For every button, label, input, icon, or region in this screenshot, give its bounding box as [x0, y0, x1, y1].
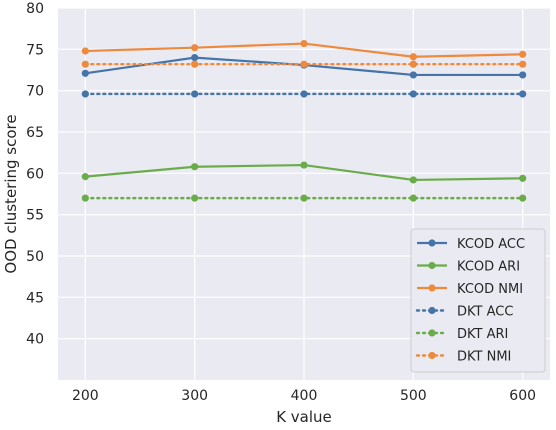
- legend: KCOD ACC KCOD ARI KCOD NMI DKT ACC DKT ARI DK…: [410, 228, 546, 373]
- x-tick-label: 500: [400, 388, 427, 404]
- data-point: [300, 39, 308, 48]
- legend-label: KCOD NMI: [457, 282, 523, 297]
- grid-lines: [58, 7, 550, 380]
- data-point: [81, 194, 89, 202]
- data-point: [300, 161, 308, 169]
- legend-item-dkt-acc: DKT ACC: [415, 305, 513, 320]
- data-point: [519, 174, 527, 182]
- legend-item-dkt-ari: DKT ARI: [415, 327, 508, 342]
- series-kcod-ari: [81, 161, 527, 184]
- legend-item-kcod-nmi: KCOD NMI: [417, 282, 523, 297]
- series-dkt-ari: [81, 194, 527, 202]
- y-tick-label: 50: [26, 249, 44, 265]
- legend-label: DKT ACC: [457, 305, 513, 320]
- data-point: [519, 71, 527, 79]
- data-point: [300, 60, 308, 68]
- x-tick-label: 600: [509, 388, 536, 404]
- data-point: [81, 90, 89, 98]
- legend-item-kcod-ari: KCOD ARI: [417, 260, 520, 275]
- data-point: [300, 90, 308, 98]
- data-point: [191, 54, 199, 62]
- legend-item-dkt-nmi: DKT NMI: [415, 350, 511, 365]
- legend-swatch-marker: [428, 306, 436, 315]
- series-lines: [81, 39, 527, 202]
- data-point: [191, 44, 199, 52]
- legend-label: DKT NMI: [457, 350, 511, 365]
- data-point: [81, 173, 89, 181]
- data-point: [409, 71, 417, 79]
- data-point: [191, 163, 199, 171]
- data-point: [300, 194, 308, 202]
- legend-item-kcod-acc: KCOD ACC: [417, 237, 525, 252]
- x-axis-label: K value: [276, 408, 332, 426]
- data-point: [409, 194, 417, 202]
- data-point: [519, 194, 527, 202]
- legend-swatch-marker: [428, 284, 436, 292]
- legend-swatch-marker: [428, 239, 436, 247]
- data-point: [81, 69, 89, 77]
- data-point: [81, 60, 89, 68]
- data-point: [409, 60, 417, 68]
- series-dkt-acc: [81, 90, 527, 98]
- legend-label: KCOD ARI: [457, 260, 520, 275]
- y-axis-label: OOD clustering score: [2, 114, 20, 273]
- data-point: [191, 194, 199, 202]
- y-tick-label: 75: [26, 42, 44, 58]
- legend-swatch-marker: [428, 329, 436, 337]
- data-point: [409, 90, 417, 98]
- data-point: [519, 50, 527, 58]
- legend-label: KCOD ACC: [457, 237, 525, 252]
- series-dkt-nmi: [81, 60, 527, 68]
- x-tick-label: 300: [181, 388, 208, 404]
- data-point: [409, 176, 417, 184]
- data-point: [191, 90, 199, 98]
- legend-swatch-marker: [428, 261, 436, 270]
- data-point: [519, 60, 527, 68]
- y-tick-label: 40: [26, 332, 44, 348]
- x-tick-label: 200: [72, 388, 99, 404]
- data-point: [191, 60, 199, 68]
- y-tick-label: 55: [26, 208, 44, 224]
- y-tick-label: 60: [26, 166, 44, 182]
- x-tick-label: 400: [291, 388, 318, 404]
- y-tick-label: 45: [26, 290, 44, 306]
- y-tick-label: 65: [26, 125, 44, 141]
- legend-label: DKT ARI: [457, 327, 508, 342]
- x-tick-labels: 200 300 400 500 600: [72, 388, 536, 404]
- y-tick-label: 80: [26, 1, 44, 17]
- data-point: [519, 90, 527, 98]
- data-point: [409, 53, 417, 61]
- legend-swatch-marker: [428, 351, 436, 360]
- y-tick-labels: 40 45 50 55 60 65 70 75 80: [26, 1, 44, 348]
- data-point: [81, 47, 89, 55]
- y-tick-label: 70: [26, 84, 44, 100]
- series-kcod-nmi: [81, 39, 527, 61]
